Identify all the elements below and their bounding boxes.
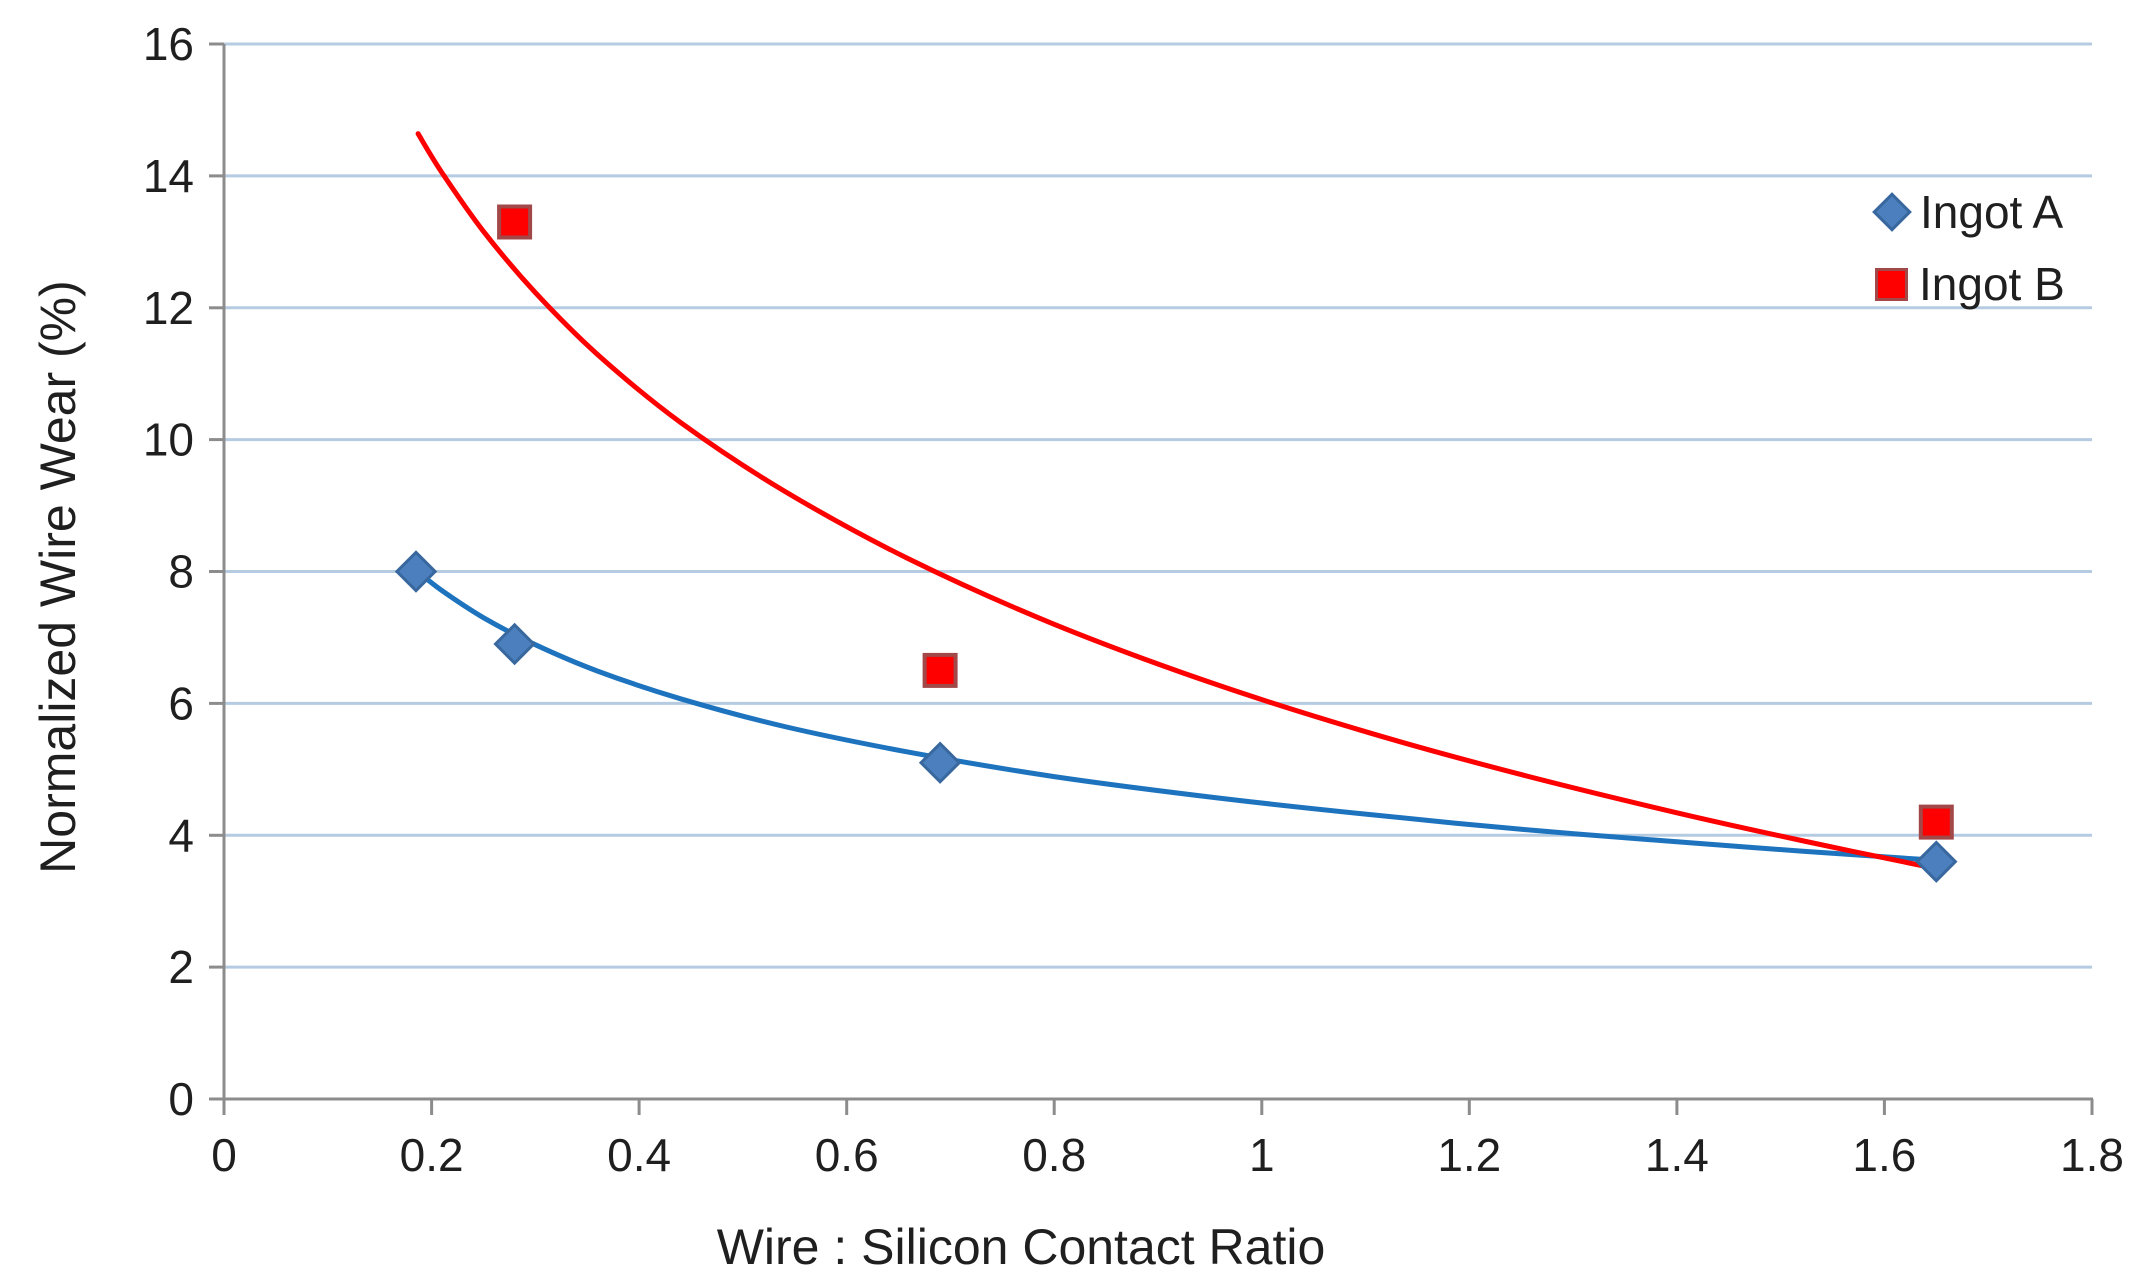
- x-tick-label-1.2: 1.2: [1437, 1129, 1501, 1181]
- x-tick-label-1.4: 1.4: [1645, 1129, 1709, 1181]
- square-marker-icon: [1875, 267, 1908, 301]
- data-point-diamond: [493, 622, 536, 666]
- trendline-ingot-a: [413, 567, 1939, 863]
- x-tick-label-0.2: 0.2: [400, 1129, 464, 1181]
- y-tick-label-12: 12: [143, 282, 194, 334]
- diamond-marker-icon: [1872, 192, 1912, 232]
- data-point-square: [1918, 804, 1954, 840]
- legend-item-ingot-a: Ingot A: [1872, 182, 2065, 242]
- gridlines: [224, 42, 2092, 969]
- data-point-diamond: [394, 550, 438, 593]
- legend-label-ingot-b: Ingot B: [1919, 258, 2065, 310]
- y-tick-label-4: 4: [168, 809, 194, 861]
- data-point-diamond: [1915, 840, 1958, 883]
- y-tick-label-0: 0: [168, 1073, 194, 1125]
- x-tick-label-0.6: 0.6: [815, 1129, 879, 1181]
- y-tick-label-10: 10: [143, 414, 194, 466]
- x-tick-label-0: 0: [211, 1129, 237, 1181]
- series-ingot-b-markers: [497, 204, 1954, 840]
- y-tick-label-8: 8: [168, 546, 194, 598]
- y-tick-label-14: 14: [143, 150, 194, 202]
- x-tick-label-0.4: 0.4: [607, 1129, 671, 1181]
- series-ingot-a-markers: [394, 550, 1958, 883]
- axes: 0 0.2 0.4 0.6 0.8 1 1.2 1.4 1.6 1.8 0 2 4 6 8 10 12 14 16: [143, 18, 2124, 1181]
- data-point-diamond: [918, 741, 962, 784]
- x-tick-label-0.8: 0.8: [1022, 1129, 1086, 1181]
- y-tick-label-16: 16: [143, 18, 194, 70]
- legend-item-ingot-b: Ingot B: [1872, 254, 2065, 314]
- y-axis-title: Normalized Wire Wear (%): [30, 280, 86, 874]
- x-tick-label-1.8: 1.8: [2060, 1129, 2124, 1181]
- y-tick-label-2: 2: [168, 941, 194, 993]
- data-point-square: [497, 204, 533, 240]
- trendline-ingot-b: [415, 131, 1937, 871]
- legend: Ingot A Ingot B: [1872, 182, 2065, 326]
- x-tick-label-1.6: 1.6: [1852, 1129, 1916, 1181]
- y-tick-label-6: 6: [168, 677, 194, 729]
- x-tick-label-1: 1: [1249, 1129, 1275, 1181]
- data-point-square: [922, 652, 958, 688]
- legend-label-ingot-a: Ingot A: [1920, 186, 2064, 238]
- x-axis-title: Wire : Silicon Contact Ratio: [716, 1219, 1326, 1275]
